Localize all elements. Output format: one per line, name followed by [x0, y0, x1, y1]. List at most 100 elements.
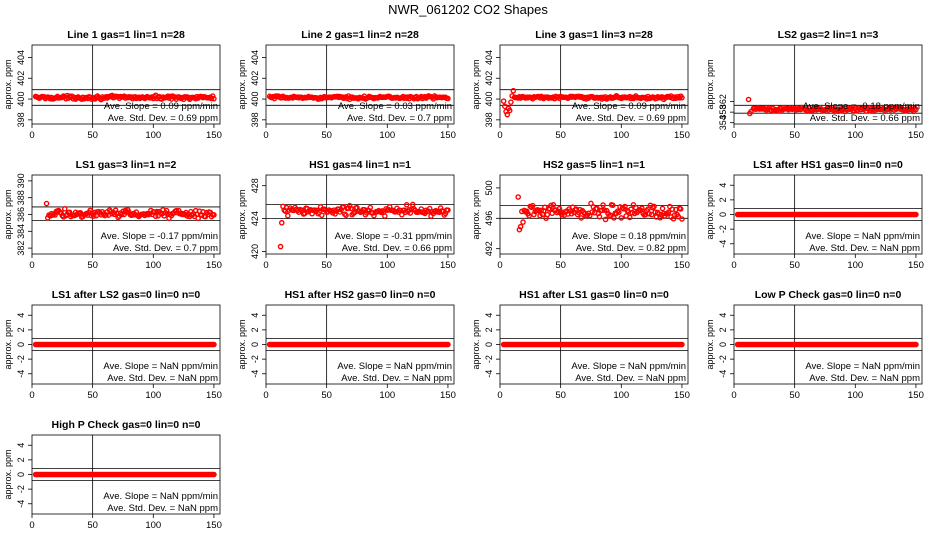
data-point [402, 209, 409, 216]
slope-annotation: Ave. Slope = NaN ppm/min [103, 361, 218, 372]
y-tick-label: 382 [16, 241, 26, 256]
y-tick-label: 496 [484, 211, 494, 226]
data-point [913, 341, 919, 348]
x-tick-label: 50 [321, 130, 332, 141]
x-tick-label: 150 [440, 390, 456, 401]
data-point [675, 213, 682, 220]
panel-title: Line 1 gas=1 lin=1 n=28 [67, 29, 185, 41]
y-tick-label: -2 [250, 355, 260, 363]
data-series [515, 194, 685, 233]
data-series [266, 93, 451, 103]
chart-panel: Low P Check gas=0 lin=0 n=0 0 50 100 150 -4 -2… [705, 289, 924, 401]
y-tick-label: 386 [16, 207, 26, 222]
y-axis-label: approx. ppm [471, 189, 481, 239]
data-series [43, 200, 217, 222]
data-point [211, 341, 217, 348]
x-tick-label: 50 [321, 390, 332, 401]
x-tick-label: 0 [731, 390, 736, 401]
y-axis-label: approx. ppm [3, 319, 13, 369]
data-series [734, 341, 919, 348]
chart-panel: Line 1 gas=1 lin=1 n=28 0 50 100 150 398 400 40… [3, 29, 222, 141]
data-point [679, 94, 685, 101]
y-tick-label: 4 [718, 313, 728, 318]
panel-title: LS1 gas=3 lin=1 n=2 [76, 159, 177, 171]
y-tick-label: -2 [16, 485, 26, 493]
y-axis-label: approx. ppm [3, 189, 13, 239]
panel-title: HS1 after LS1 gas=0 lin=0 n=0 [519, 289, 669, 301]
x-tick-label: 150 [674, 260, 690, 271]
data-point [508, 99, 514, 105]
y-tick-label: 400 [250, 92, 260, 107]
data-point [622, 203, 628, 210]
x-tick-label: 0 [263, 260, 268, 271]
data-point [602, 216, 609, 223]
panel-frame [31, 44, 221, 125]
data-point [745, 96, 752, 103]
y-tick-label: 402 [484, 71, 494, 86]
slope-annotation: Ave. Slope = NaN ppm/min [103, 491, 218, 502]
data-series [500, 87, 685, 118]
x-tick-label: 100 [613, 260, 629, 271]
x-tick-label: 50 [789, 390, 800, 401]
data-point [367, 204, 374, 211]
y-tick-label: 0 [718, 342, 728, 347]
data-point [346, 202, 353, 209]
data-point [544, 211, 551, 218]
data-point [58, 210, 64, 216]
data-point [657, 214, 663, 221]
y-tick-label: 398 [250, 112, 260, 127]
panel-frame [499, 174, 689, 255]
slope-annotation: Ave. Slope = 0.09 ppm/min [572, 101, 686, 112]
data-series [277, 201, 451, 250]
std-dev-annotation: Ave. Std. Dev. = NaN ppm [107, 503, 218, 514]
y-tick-label: 398 [484, 112, 494, 127]
y-tick-label: 4 [16, 443, 26, 448]
x-tick-label: 0 [29, 520, 34, 531]
chart-panel: HS1 after LS1 gas=0 lin=0 n=0 0 50 100 150 -4… [471, 289, 690, 401]
y-tick-label: 2 [718, 197, 728, 202]
data-point [318, 212, 325, 219]
panel-title: LS1 after LS2 gas=0 lin=0 n=0 [52, 289, 201, 301]
x-tick-label: 50 [789, 260, 800, 271]
data-point [520, 219, 526, 225]
y-tick-label: -4 [484, 370, 494, 378]
panel-title: LS1 after HS1 gas=0 lin=0 n=0 [753, 159, 903, 171]
x-tick-label: 100 [847, 390, 863, 401]
y-axis-label: approx. ppm [705, 319, 715, 369]
x-tick-label: 150 [206, 390, 222, 401]
y-axis-label: approx. ppm [705, 59, 715, 109]
y-tick-label: -2 [718, 355, 728, 363]
data-point [611, 215, 617, 221]
data-series [32, 92, 217, 103]
x-tick-label: 50 [87, 390, 98, 401]
y-tick-label: -4 [16, 500, 26, 508]
panel-frame [499, 44, 689, 125]
y-tick-label: 428 [250, 178, 260, 193]
x-tick-label: 50 [87, 520, 98, 531]
x-tick-label: 50 [555, 390, 566, 401]
y-tick-label: 420 [250, 244, 260, 259]
data-series [745, 96, 919, 117]
slope-annotation: Ave. Slope = NaN ppm/min [571, 361, 686, 372]
chart-panel: LS1 after LS2 gas=0 lin=0 n=0 0 50 100 150 -4… [3, 289, 222, 401]
data-point [618, 215, 625, 221]
std-dev-annotation: Ave. Std. Dev. = NaN ppm [575, 373, 686, 384]
y-tick-label: 0 [484, 342, 494, 347]
x-tick-label: 50 [87, 260, 98, 271]
slope-annotation: Ave. Slope = NaN ppm/min [805, 231, 920, 242]
y-tick-label: 2 [16, 457, 26, 462]
data-point [548, 202, 554, 209]
x-tick-label: 150 [206, 260, 222, 271]
panel-title: High P Check gas=0 lin=0 n=0 [52, 419, 201, 431]
y-tick-label: 384 [16, 224, 26, 239]
x-tick-label: 0 [497, 260, 502, 271]
std-dev-annotation: Ave. Std. Dev. = 0.69 ppm [108, 113, 218, 124]
data-point [506, 107, 513, 114]
x-tick-label: 100 [847, 260, 863, 271]
y-tick-label: -4 [718, 240, 728, 248]
std-dev-annotation: Ave. Std. Dev. = NaN ppm [809, 243, 920, 254]
data-point [152, 213, 159, 220]
y-tick-label: 500 [484, 180, 494, 195]
data-point [639, 205, 645, 212]
data-point [211, 212, 217, 218]
